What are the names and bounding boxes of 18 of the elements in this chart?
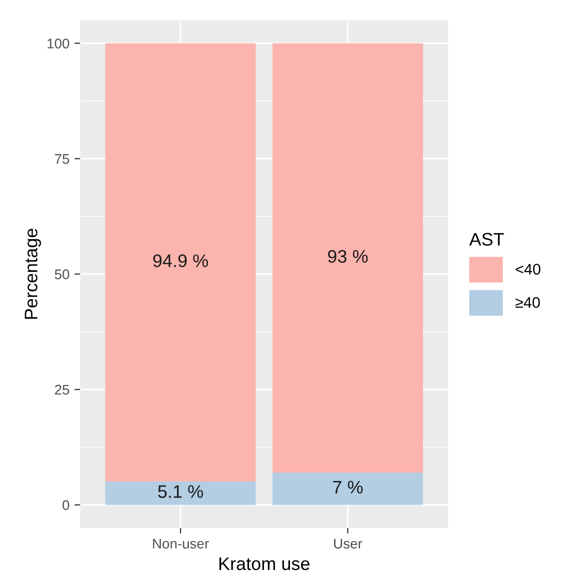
- legend-label: ≥40: [516, 297, 540, 308]
- y-tick-label: 0: [62, 500, 70, 510]
- bar: [105, 481, 256, 505]
- y-tick-label: 100: [48, 38, 70, 48]
- legend-label: <40: [516, 264, 540, 275]
- y-tick-label: 50: [54, 269, 70, 280]
- data-label: 5.1 %: [158, 485, 203, 498]
- x-tick-label: Non-user: [153, 538, 209, 549]
- y-tick-label: 75: [54, 154, 70, 164]
- data-label: 94.9 %: [153, 254, 208, 268]
- y-axis-title: Percentage: [24, 228, 41, 319]
- data-label: 93 %: [328, 250, 368, 263]
- data-label: 7 %: [333, 480, 363, 494]
- bar: [272, 472, 424, 505]
- legend-title: AST: [469, 232, 504, 246]
- x-tick-label: User: [334, 538, 362, 549]
- y-tick-label: 25: [54, 384, 70, 395]
- x-axis-title: Kratom use: [219, 558, 310, 570]
